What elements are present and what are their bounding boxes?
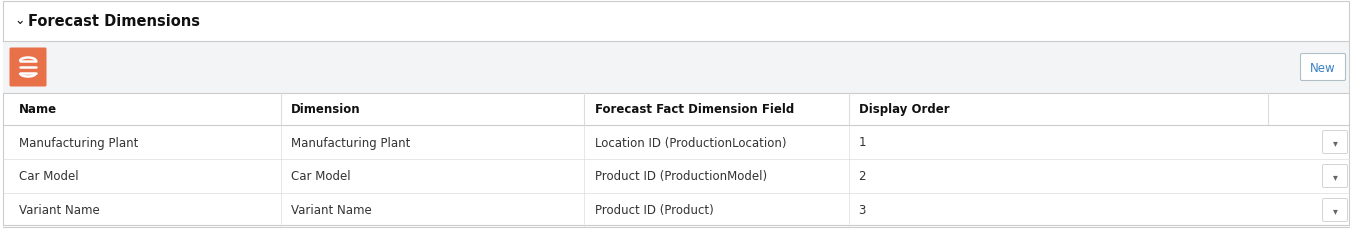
Text: Variant Name: Variant Name [19, 204, 100, 217]
Text: ▾: ▾ [1333, 205, 1337, 215]
Text: ▾: ▾ [1333, 171, 1337, 181]
Text: ⌄: ⌄ [14, 14, 24, 27]
FancyBboxPatch shape [9, 48, 46, 87]
Text: 1: 1 [859, 136, 867, 149]
Text: 2: 2 [859, 170, 867, 183]
Text: New: New [1310, 61, 1336, 74]
Text: Forecast Dimensions: Forecast Dimensions [28, 14, 200, 28]
Text: Product ID (Product): Product ID (Product) [595, 204, 714, 217]
Text: Manufacturing Plant: Manufacturing Plant [291, 136, 410, 149]
FancyBboxPatch shape [1322, 131, 1348, 154]
Text: Car Model: Car Model [19, 170, 78, 183]
Text: Name: Name [19, 103, 57, 116]
FancyBboxPatch shape [1301, 54, 1345, 81]
Text: Product ID (ProductionModel): Product ID (ProductionModel) [595, 170, 767, 183]
Bar [3, 42, 1349, 94]
Text: 3: 3 [859, 204, 865, 217]
Text: ▾: ▾ [1333, 137, 1337, 147]
Text: Manufacturing Plant: Manufacturing Plant [19, 136, 138, 149]
Text: Display Order: Display Order [859, 103, 949, 116]
Text: Variant Name: Variant Name [291, 204, 372, 217]
Text: Dimension: Dimension [291, 103, 360, 116]
Text: Location ID (ProductionLocation): Location ID (ProductionLocation) [595, 136, 787, 149]
FancyBboxPatch shape [1322, 165, 1348, 188]
Text: Forecast Fact Dimension Field: Forecast Fact Dimension Field [595, 103, 794, 116]
Text: Car Model: Car Model [291, 170, 350, 183]
FancyBboxPatch shape [1322, 199, 1348, 221]
